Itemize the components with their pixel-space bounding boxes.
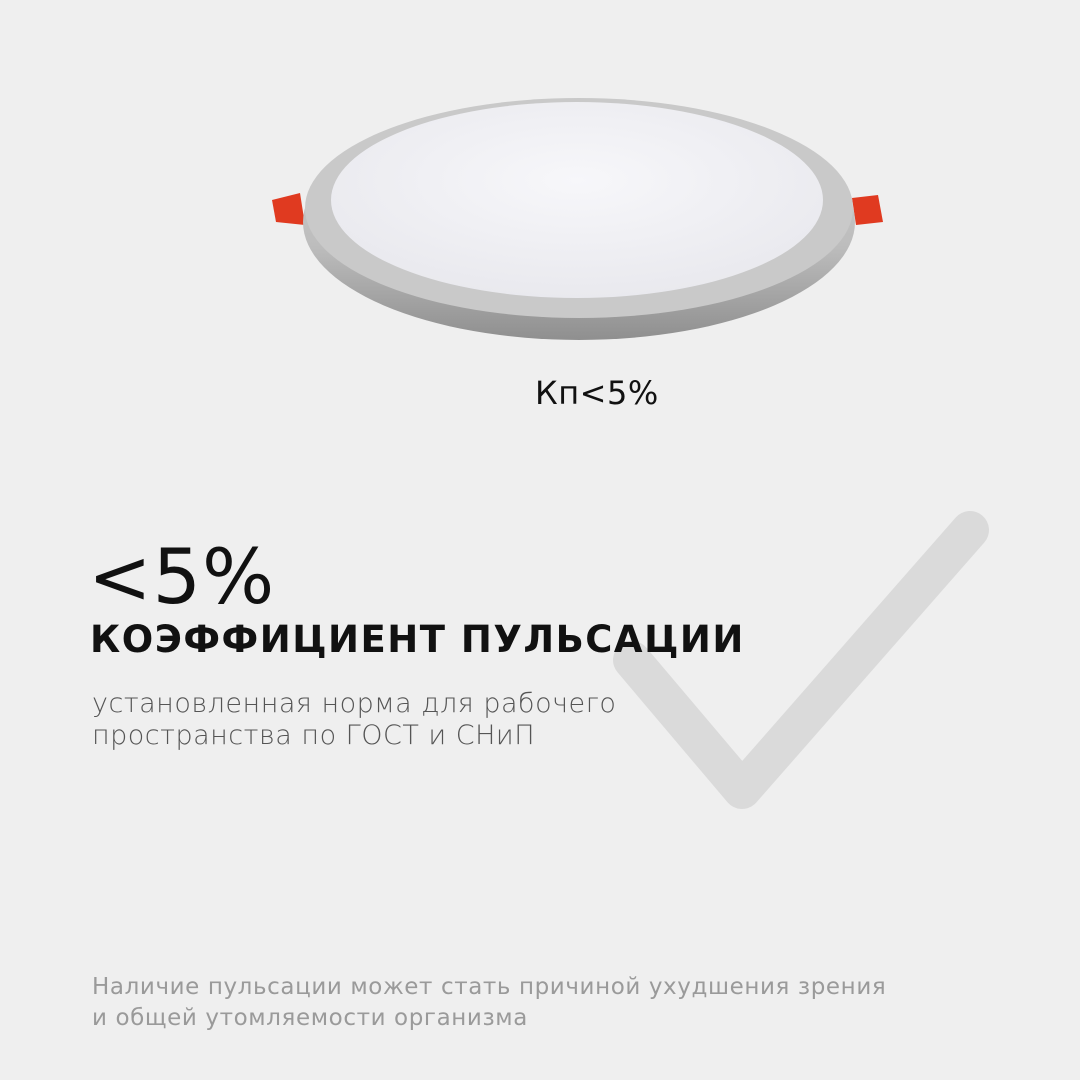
description: установленная норма для рабочего простра… — [92, 688, 616, 752]
footnote: Наличие пульсации может стать причиной у… — [92, 972, 886, 1034]
footnote-line: Наличие пульсации может стать причиной у… — [92, 974, 887, 1000]
headline-value: <5% — [88, 532, 276, 621]
headline-title: КОЭФФИЦИЕНТ ПУЛЬСАЦИИ — [90, 618, 745, 661]
led-panel-image — [272, 98, 883, 340]
footnote-line: и общей утомляемости организма — [92, 1005, 528, 1031]
product-label: Кп<5% — [535, 374, 659, 412]
description-line: установленная норма для рабочего — [92, 688, 617, 719]
description-line: пространства по ГОСТ и СНиП — [92, 720, 536, 751]
